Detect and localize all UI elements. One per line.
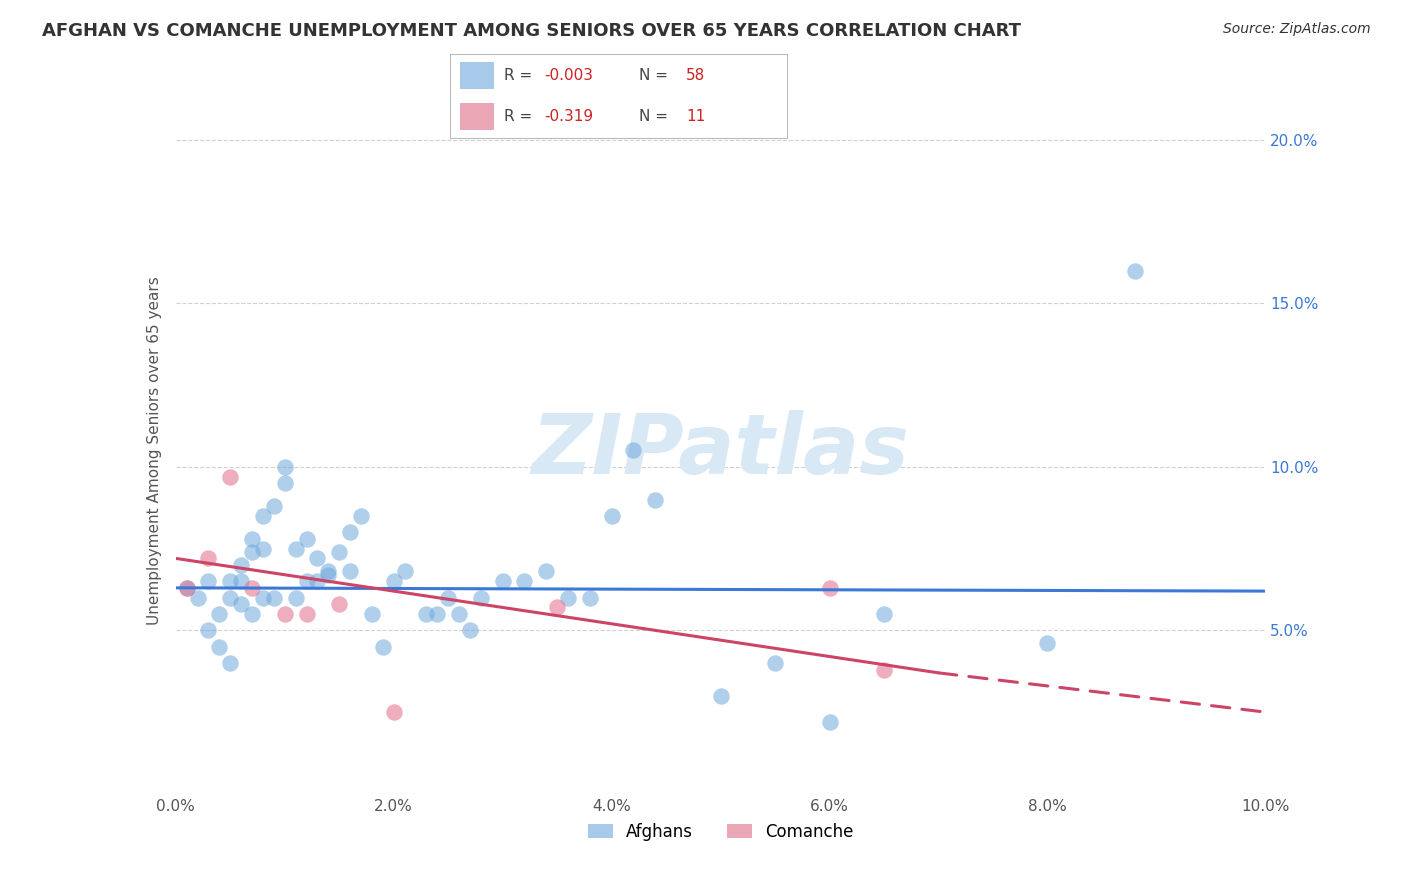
Point bbox=[295, 607, 318, 621]
Point bbox=[240, 581, 263, 595]
Point bbox=[579, 591, 602, 605]
Point bbox=[382, 574, 405, 589]
FancyBboxPatch shape bbox=[460, 103, 494, 130]
Point bbox=[274, 476, 297, 491]
Point bbox=[534, 565, 557, 579]
Text: -0.003: -0.003 bbox=[544, 68, 593, 83]
Point bbox=[394, 565, 416, 579]
Legend: Afghans, Comanche: Afghans, Comanche bbox=[581, 816, 860, 847]
Point bbox=[240, 545, 263, 559]
Point bbox=[621, 443, 644, 458]
Point bbox=[360, 607, 382, 621]
Point bbox=[818, 581, 841, 595]
Point bbox=[600, 508, 623, 523]
Text: AFGHAN VS COMANCHE UNEMPLOYMENT AMONG SENIORS OVER 65 YEARS CORRELATION CHART: AFGHAN VS COMANCHE UNEMPLOYMENT AMONG SE… bbox=[42, 22, 1021, 40]
Point bbox=[176, 581, 198, 595]
Point bbox=[426, 607, 449, 621]
Point bbox=[318, 567, 340, 582]
Point bbox=[710, 689, 733, 703]
Point bbox=[252, 591, 274, 605]
Point bbox=[219, 469, 242, 483]
Y-axis label: Unemployment Among Seniors over 65 years: Unemployment Among Seniors over 65 years bbox=[146, 277, 162, 624]
Point bbox=[219, 656, 242, 670]
Point bbox=[208, 607, 231, 621]
Point bbox=[240, 607, 263, 621]
Point bbox=[557, 591, 579, 605]
Point bbox=[197, 574, 219, 589]
Text: 11: 11 bbox=[686, 109, 706, 124]
Point bbox=[186, 591, 209, 605]
Point bbox=[307, 551, 329, 566]
Text: N =: N = bbox=[638, 68, 672, 83]
Point bbox=[307, 574, 329, 589]
Text: 58: 58 bbox=[686, 68, 706, 83]
Point bbox=[350, 508, 373, 523]
Text: ZIPatlas: ZIPatlas bbox=[531, 410, 910, 491]
Point bbox=[208, 640, 231, 654]
Point bbox=[197, 551, 219, 566]
Point bbox=[274, 607, 297, 621]
Point bbox=[458, 624, 481, 638]
Point bbox=[176, 581, 198, 595]
Point bbox=[437, 591, 460, 605]
Point bbox=[231, 597, 253, 611]
Point bbox=[231, 574, 253, 589]
Text: R =: R = bbox=[503, 109, 541, 124]
Point bbox=[382, 705, 405, 719]
Point bbox=[546, 600, 568, 615]
Point bbox=[274, 459, 297, 474]
Point bbox=[447, 607, 470, 621]
Point bbox=[1036, 636, 1059, 650]
Point bbox=[513, 574, 536, 589]
Text: R =: R = bbox=[503, 68, 537, 83]
Point bbox=[339, 565, 361, 579]
Point bbox=[284, 591, 307, 605]
Point bbox=[1123, 263, 1146, 277]
Point bbox=[763, 656, 786, 670]
Point bbox=[873, 607, 896, 621]
Point bbox=[197, 624, 219, 638]
Point bbox=[219, 574, 242, 589]
Point bbox=[263, 499, 285, 513]
Point bbox=[470, 591, 492, 605]
Point bbox=[219, 591, 242, 605]
Point bbox=[492, 574, 515, 589]
Point bbox=[240, 532, 263, 546]
Point bbox=[318, 565, 340, 579]
Point bbox=[873, 663, 896, 677]
Point bbox=[263, 591, 285, 605]
Point bbox=[644, 492, 666, 507]
Point bbox=[295, 532, 318, 546]
FancyBboxPatch shape bbox=[460, 62, 494, 89]
Point bbox=[328, 545, 350, 559]
Point bbox=[339, 525, 361, 540]
Point bbox=[231, 558, 253, 572]
Point bbox=[252, 508, 274, 523]
Point bbox=[252, 541, 274, 556]
Point bbox=[284, 541, 307, 556]
Text: -0.319: -0.319 bbox=[544, 109, 593, 124]
Point bbox=[371, 640, 394, 654]
Point bbox=[295, 574, 318, 589]
Point bbox=[328, 597, 350, 611]
Text: N =: N = bbox=[638, 109, 678, 124]
Point bbox=[818, 714, 841, 729]
Text: Source: ZipAtlas.com: Source: ZipAtlas.com bbox=[1223, 22, 1371, 37]
Point bbox=[415, 607, 437, 621]
